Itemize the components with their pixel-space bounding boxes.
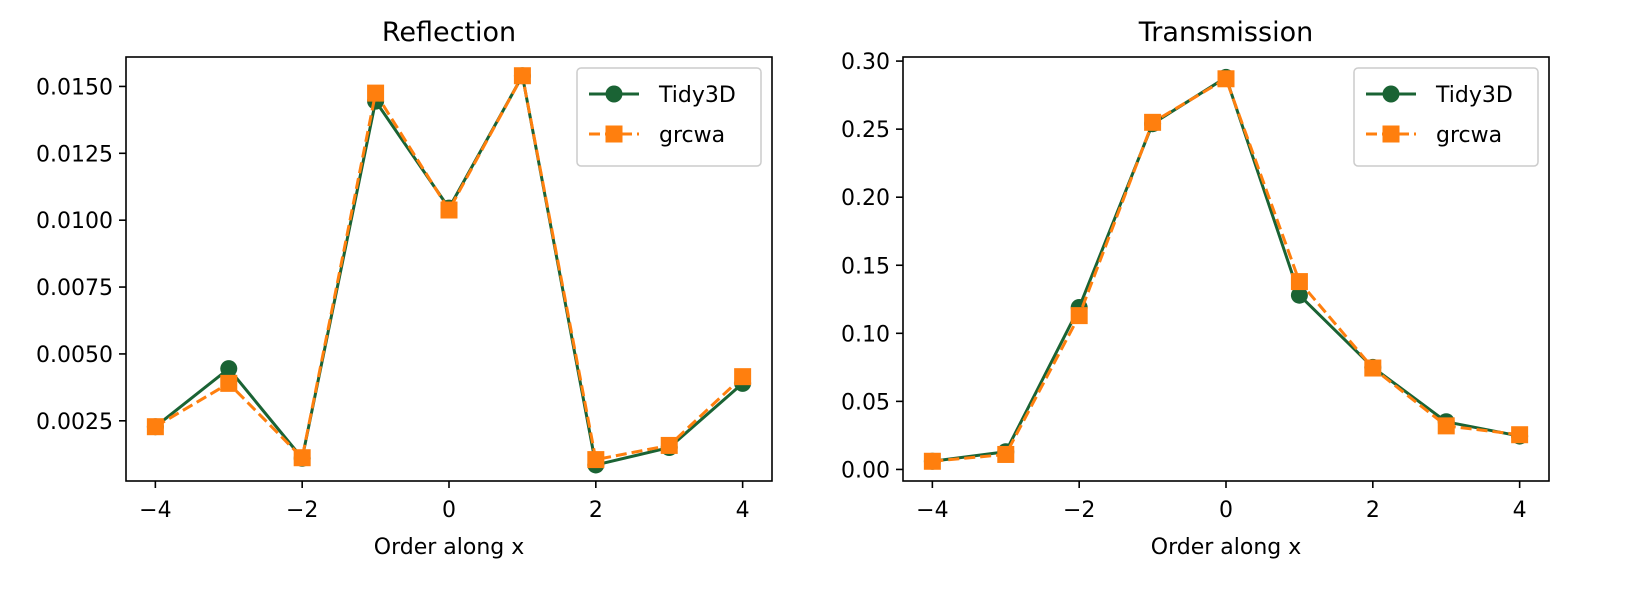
x-axis-label: Order along x — [1151, 535, 1302, 560]
y-tick-label: 0.0075 — [36, 276, 113, 301]
grcwa-data-point — [734, 368, 752, 386]
y-tick-label: 0.0100 — [36, 209, 113, 234]
x-axis-label: Order along x — [374, 535, 525, 560]
y-tick-label: 0.15 — [841, 254, 890, 279]
y-tick-label: 0.20 — [841, 186, 890, 211]
grcwa-legend-marker — [605, 125, 623, 143]
grcwa-legend-label: grcwa — [659, 123, 725, 148]
x-tick-label: 4 — [736, 498, 750, 523]
axes-frame — [902, 56, 1550, 482]
y-tick-label: 0.25 — [841, 118, 890, 143]
x-tick-label: −2 — [1063, 498, 1095, 523]
legend: Tidy3D grcwa — [1353, 67, 1539, 167]
x-tick-label: −4 — [139, 498, 171, 523]
grcwa-data-point — [440, 201, 458, 219]
y-tick-label: 0.10 — [841, 322, 890, 347]
y-tick-label: 0.30 — [841, 50, 890, 75]
y-tick-label: 0.0150 — [36, 75, 113, 100]
grcwa-data-point — [220, 374, 238, 392]
grcwa-data-point — [1290, 273, 1308, 291]
grcwa-data-point — [1070, 307, 1088, 325]
grcwa-legend-marker — [1382, 125, 1400, 143]
grcwa-data-point — [513, 67, 531, 85]
x-tick-label: −2 — [286, 498, 318, 523]
tidy3d-legend-marker — [1382, 85, 1400, 103]
grcwa-data-point — [1364, 359, 1382, 377]
y-tick-label: 0.0050 — [36, 343, 113, 368]
grcwa-legend-label: grcwa — [1436, 123, 1502, 148]
grcwa-data-point — [587, 451, 605, 469]
axes-frame — [125, 56, 773, 482]
chart-title: Transmission — [1138, 17, 1313, 48]
y-tick-label: 0.00 — [841, 458, 890, 483]
chart-title: Reflection — [382, 17, 516, 48]
grcwa-data-point — [923, 452, 941, 470]
grcwa-data-point — [146, 418, 164, 436]
tidy3d-legend-label: Tidy3D — [1435, 83, 1513, 108]
x-tick-label: 2 — [589, 498, 603, 523]
x-tick-label: 0 — [442, 498, 456, 523]
tidy3d-legend-label: Tidy3D — [658, 83, 736, 108]
x-tick-label: 0 — [1219, 498, 1233, 523]
grcwa-data-point — [660, 436, 678, 454]
x-tick-label: 4 — [1513, 498, 1527, 523]
grcwa-data-point — [367, 84, 385, 102]
grcwa-data-point — [1217, 70, 1235, 88]
grcwa-data-point — [997, 445, 1015, 463]
y-tick-label: 0.0025 — [36, 410, 113, 435]
transmission-panel: Transmission −4 −2 0 2 4 0.00 0.05 0.10 0.15 0.20 0… — [841, 17, 1550, 560]
grcwa-data-point — [1437, 417, 1455, 435]
grcwa-data-point — [293, 449, 311, 467]
x-tick-label: −4 — [916, 498, 948, 523]
tidy3d-data-point — [220, 360, 238, 378]
legend: Tidy3D grcwa — [576, 67, 762, 167]
tidy3d-legend-marker — [605, 85, 623, 103]
y-tick-label: 0.0125 — [36, 142, 113, 167]
grcwa-data-point — [1144, 113, 1162, 131]
grcwa-data-point — [1511, 426, 1529, 444]
grcwa-series-line — [154, 74, 744, 462]
reflection-panel: Reflection −4 −2 0 2 4 0.0025 0.0050 0.0075 0.010… — [36, 17, 773, 560]
tidy3d-data-point — [1290, 286, 1308, 304]
x-tick-label: 2 — [1366, 498, 1380, 523]
y-tick-label: 0.05 — [841, 390, 890, 415]
